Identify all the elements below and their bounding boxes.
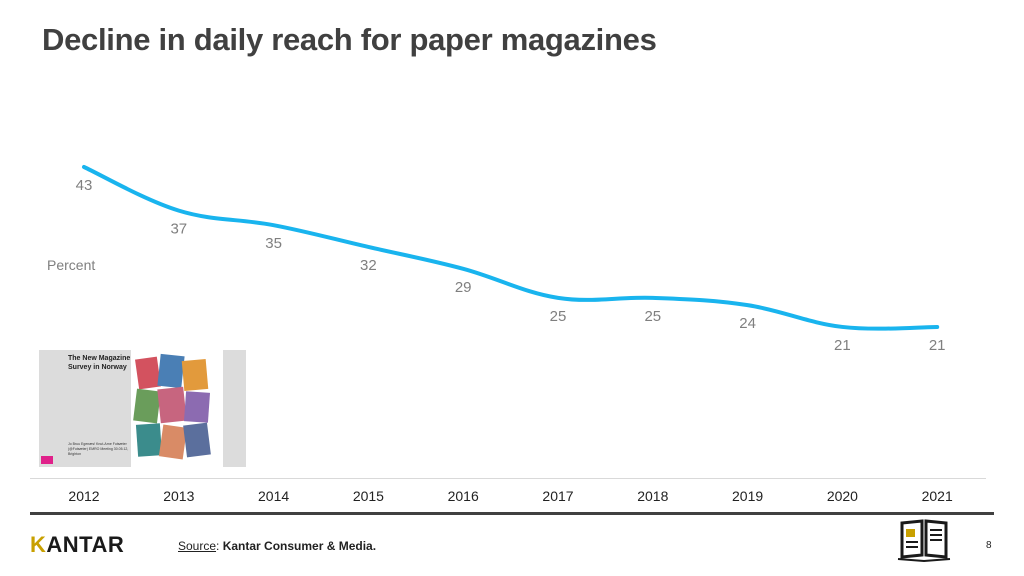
x-tick-label: 2018 <box>637 488 668 504</box>
data-label: 43 <box>76 177 93 194</box>
x-tick-label: 2016 <box>448 488 479 504</box>
magazine-pile-image <box>131 350 223 467</box>
x-tick-label: 2021 <box>922 488 953 504</box>
source-label: Source <box>178 539 217 553</box>
x-tick-label: 2019 <box>732 488 763 504</box>
x-tick-label: 2012 <box>68 488 99 504</box>
data-label: 29 <box>455 279 472 296</box>
x-tick-label: 2014 <box>258 488 289 504</box>
magasinundersokelsen-logo <box>896 515 952 573</box>
data-label: 25 <box>550 308 567 325</box>
page-title: Decline in daily reach for paper magazin… <box>42 22 657 57</box>
page-number: 8 <box>986 540 992 551</box>
x-tick-label: 2020 <box>827 488 858 504</box>
data-label: 35 <box>265 235 282 252</box>
data-label: 24 <box>739 315 756 332</box>
x-tick-label: 2013 <box>163 488 194 504</box>
footer-divider <box>30 512 994 515</box>
kantar-logo-rest: ANTAR <box>46 532 125 557</box>
thumbnail-title: The New Magazine Survey in Norway <box>68 355 131 371</box>
data-label: 21 <box>929 337 946 354</box>
thumbnail-badge <box>41 456 53 464</box>
kantar-logo-mark: K <box>30 532 47 557</box>
kantar-logo: KANTAR <box>30 532 124 558</box>
axis-baseline <box>30 478 986 479</box>
series-line <box>82 165 940 331</box>
y-axis-label: Percent <box>47 257 96 273</box>
data-label: 32 <box>360 257 377 274</box>
thumbnail-details: Jo Bruu Egenæs! Knut-Arne Futsæter (@Fut… <box>68 442 129 456</box>
x-tick-label: 2015 <box>353 488 384 504</box>
x-tick-label: 2017 <box>542 488 573 504</box>
data-label: 37 <box>170 221 187 238</box>
data-label: 25 <box>644 308 661 325</box>
source-text: Kantar Consumer & Media. <box>222 539 377 553</box>
data-label: 21 <box>834 337 851 354</box>
open-book-icon <box>897 519 951 563</box>
survey-report-thumbnail: The New Magazine Survey in Norway Jo Bru… <box>39 350 246 467</box>
source-note: Source: Kantar Consumer & Media. <box>178 539 377 553</box>
